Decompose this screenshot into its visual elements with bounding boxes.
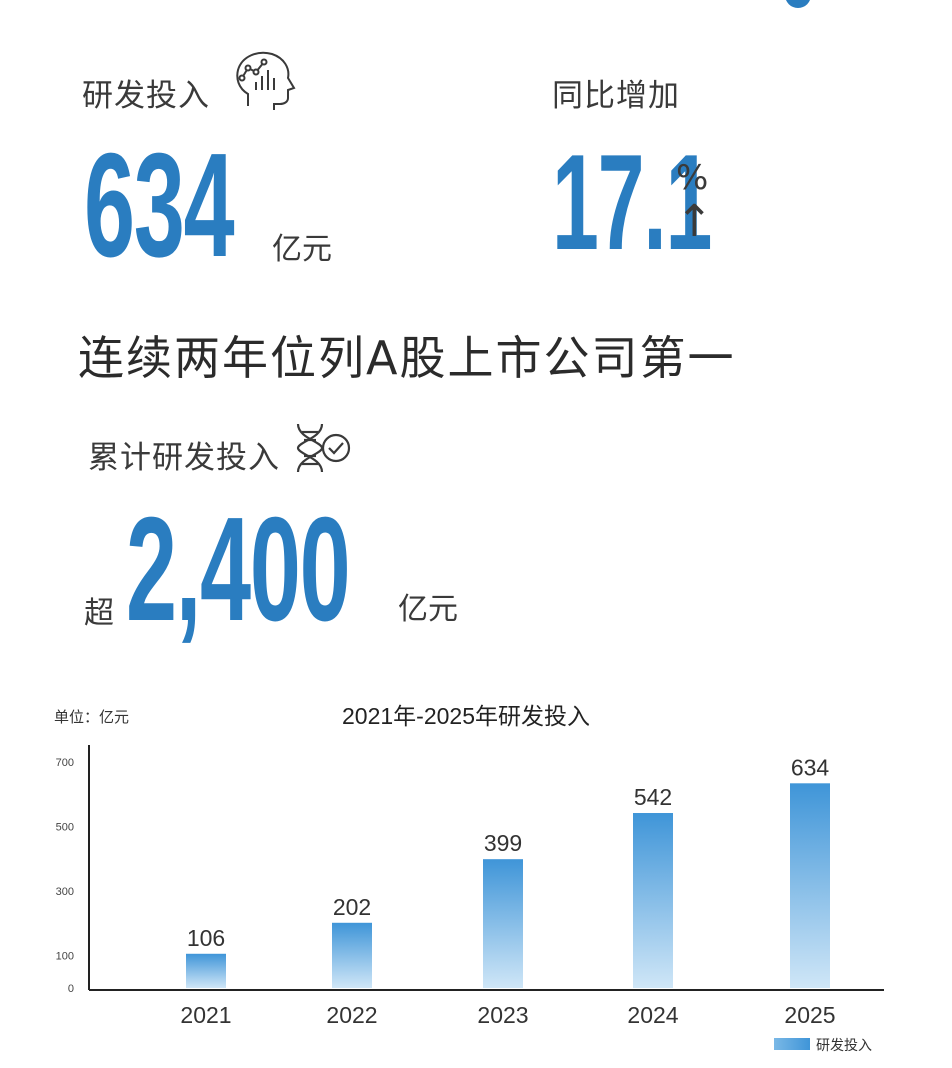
data-label-2024: 542 [634, 784, 672, 810]
y-tick-group: 0 100 300 500 700 [56, 757, 74, 995]
y-tick-label: 300 [56, 886, 74, 898]
cum-prefix: 超 [84, 596, 114, 631]
yoy-unit: % [676, 158, 709, 198]
data-label-2022: 202 [333, 894, 371, 920]
x-tick-label-2023: 2023 [477, 1002, 528, 1028]
bar-2023 [483, 859, 523, 988]
up-arrow-icon: ↑ [676, 196, 713, 247]
bar-2024 [633, 813, 673, 988]
bar-2025 [790, 783, 830, 988]
bar-2021 [186, 953, 226, 988]
data-label-2023: 399 [484, 830, 522, 856]
legend-label: 研发投入 [816, 1037, 872, 1053]
rd-unit: 亿元 [272, 232, 332, 267]
brain-head-icon [228, 48, 298, 112]
dna-check-icon [292, 420, 354, 476]
x-tick-label-2024: 2024 [627, 1002, 678, 1028]
rd-value: 634 [84, 123, 235, 288]
cum-unit: 亿元 [398, 592, 458, 627]
data-label-2025: 634 [791, 754, 830, 780]
chart-title: 2021年-2025年研发投入 [342, 703, 590, 729]
bar-2022 [332, 922, 372, 988]
corner-decoration-dot [785, 0, 811, 8]
cum-value: 2,400 [126, 487, 351, 652]
x-tick-label-2022: 2022 [326, 1002, 377, 1028]
y-tick-label: 100 [56, 951, 74, 963]
chart-unit-label: 单位：亿元 [54, 709, 129, 726]
y-tick-label: 700 [56, 757, 74, 769]
y-tick-label: 500 [56, 822, 74, 834]
y-tick-label: 0 [68, 983, 74, 995]
cum-label: 累计研发投入 [88, 440, 280, 476]
headline: 连续两年位列A股上市公司第一 [78, 331, 736, 385]
rd-bar-chart: 单位：亿元 2021年-2025年研发投入 0 100 300 500 700 106 2… [54, 703, 884, 1053]
yoy-label: 同比增加 [552, 78, 680, 114]
x-tick-label-2021: 2021 [180, 1002, 231, 1028]
bar-group: 106 2021 202 2022 399 2023 542 2024 634 2025 [180, 754, 835, 1028]
legend-swatch [774, 1038, 810, 1050]
data-label-2021: 106 [187, 925, 225, 951]
yoy-value: 17.1 [552, 126, 712, 278]
rd-label: 研发投入 [82, 78, 210, 114]
x-tick-label-2025: 2025 [784, 1002, 835, 1028]
